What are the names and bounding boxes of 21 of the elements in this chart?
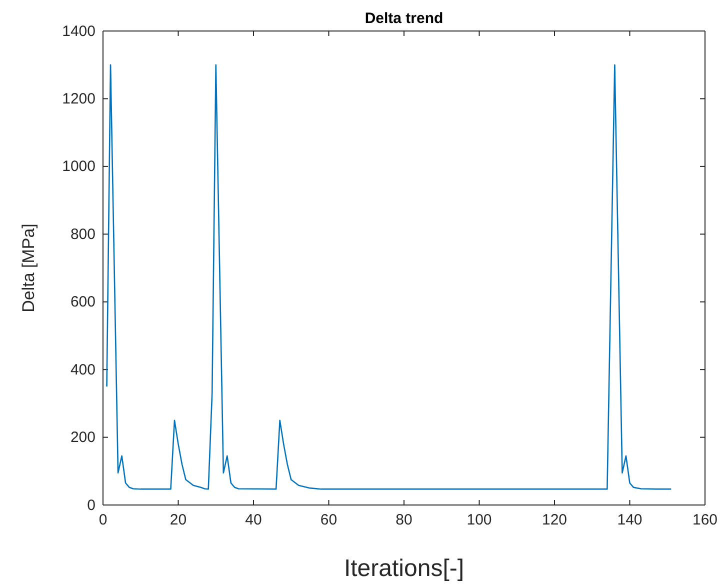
- chart-title: Delta trend: [364, 10, 444, 27]
- y-tick-label: 800: [70, 226, 96, 243]
- y-tick-label: 600: [70, 294, 96, 311]
- y-tick-label: 0: [87, 496, 96, 514]
- y-tick-label: 1000: [62, 158, 96, 176]
- y-tick-label: 1400: [62, 22, 96, 40]
- x-tick-label: 120: [542, 512, 568, 528]
- x-tick-label: 60: [320, 512, 338, 528]
- x-tick-label: 0: [98, 512, 108, 528]
- y-tick-label: 400: [70, 361, 96, 378]
- y-axis-title: Delta [MPa]: [19, 224, 38, 312]
- x-tick-label: 40: [245, 512, 262, 528]
- y-tick-label: 200: [70, 429, 96, 446]
- x-axis-title: Iterations[-]: [344, 555, 464, 582]
- y-tick-label: 1200: [62, 90, 96, 108]
- line-series: [106, 64, 672, 490]
- x-tick-label: 100: [466, 512, 492, 528]
- x-tick-label: 140: [617, 512, 642, 528]
- x-tick-label: 160: [692, 512, 718, 528]
- x-tick-label: 80: [396, 512, 412, 528]
- x-tick-label: 20: [170, 512, 187, 528]
